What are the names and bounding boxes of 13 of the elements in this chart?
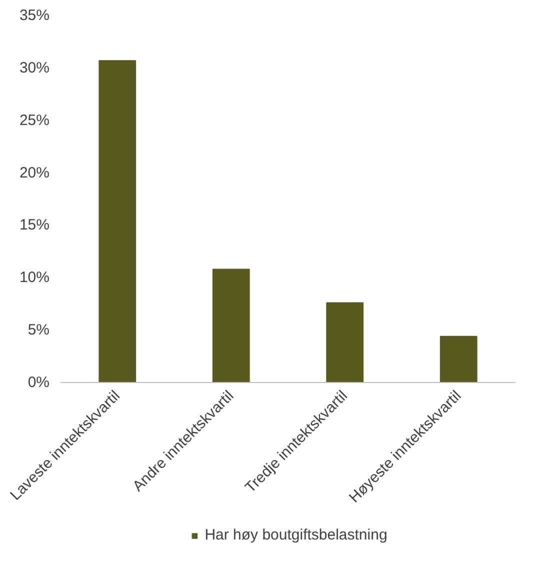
y-tick-label: 0%: [28, 374, 50, 391]
y-tick-label: 35%: [19, 7, 50, 24]
bar: [98, 60, 136, 382]
bar: [326, 302, 364, 382]
y-tick-label: 5%: [28, 322, 50, 339]
bar: [212, 268, 250, 382]
bar: [440, 336, 478, 382]
y-tick-label: 30%: [19, 59, 50, 76]
y-tick-label: 10%: [19, 269, 50, 286]
legend-label: Har høy boutgiftsbelastning: [204, 526, 388, 544]
y-tick-label: 20%: [19, 164, 50, 182]
y-tick-label: 25%: [19, 112, 50, 129]
y-tick-label: 15%: [19, 216, 50, 234]
